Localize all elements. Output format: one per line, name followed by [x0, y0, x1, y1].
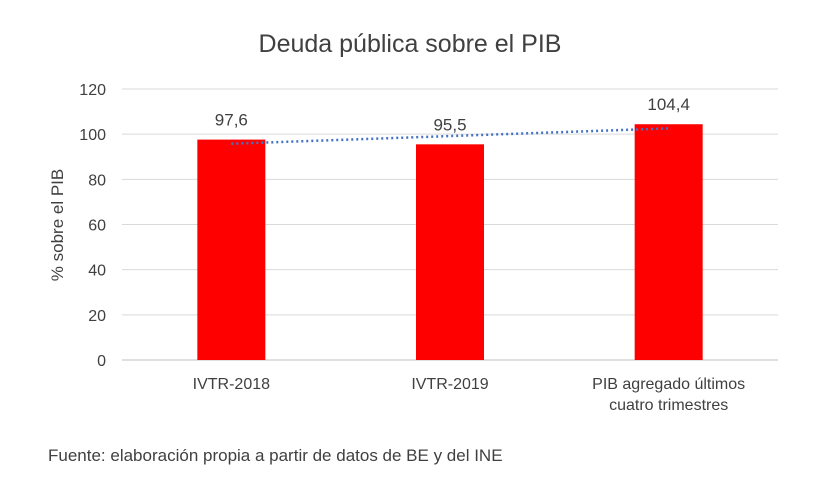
bar — [416, 144, 484, 360]
x-tick-label: cuatro trimestres — [609, 397, 728, 414]
data-label: 104,4 — [647, 95, 690, 114]
y-axis-label: % sobre el PIB — [48, 169, 67, 281]
data-label: 97,6 — [215, 111, 248, 130]
bar — [634, 124, 703, 360]
y-tick-label: 80 — [88, 172, 106, 189]
y-tick-label: 120 — [79, 82, 106, 99]
y-tick-label: 0 — [97, 353, 106, 370]
x-tick-label: IVTR-2018 — [193, 376, 270, 393]
bar — [197, 139, 266, 360]
data-label: 95,5 — [433, 115, 466, 134]
source-note: Fuente: elaboración propia a partir de d… — [48, 446, 503, 465]
y-tick-label: 20 — [88, 308, 106, 325]
x-tick-label: IVTR-2019 — [411, 376, 488, 393]
x-tick-label: PIB agregado últimos — [592, 376, 745, 393]
y-tick-label: 40 — [88, 263, 106, 280]
y-tick-label: 60 — [88, 218, 106, 235]
chart-title: Deuda pública sobre el PIB — [259, 30, 562, 58]
y-tick-label: 100 — [79, 127, 106, 144]
